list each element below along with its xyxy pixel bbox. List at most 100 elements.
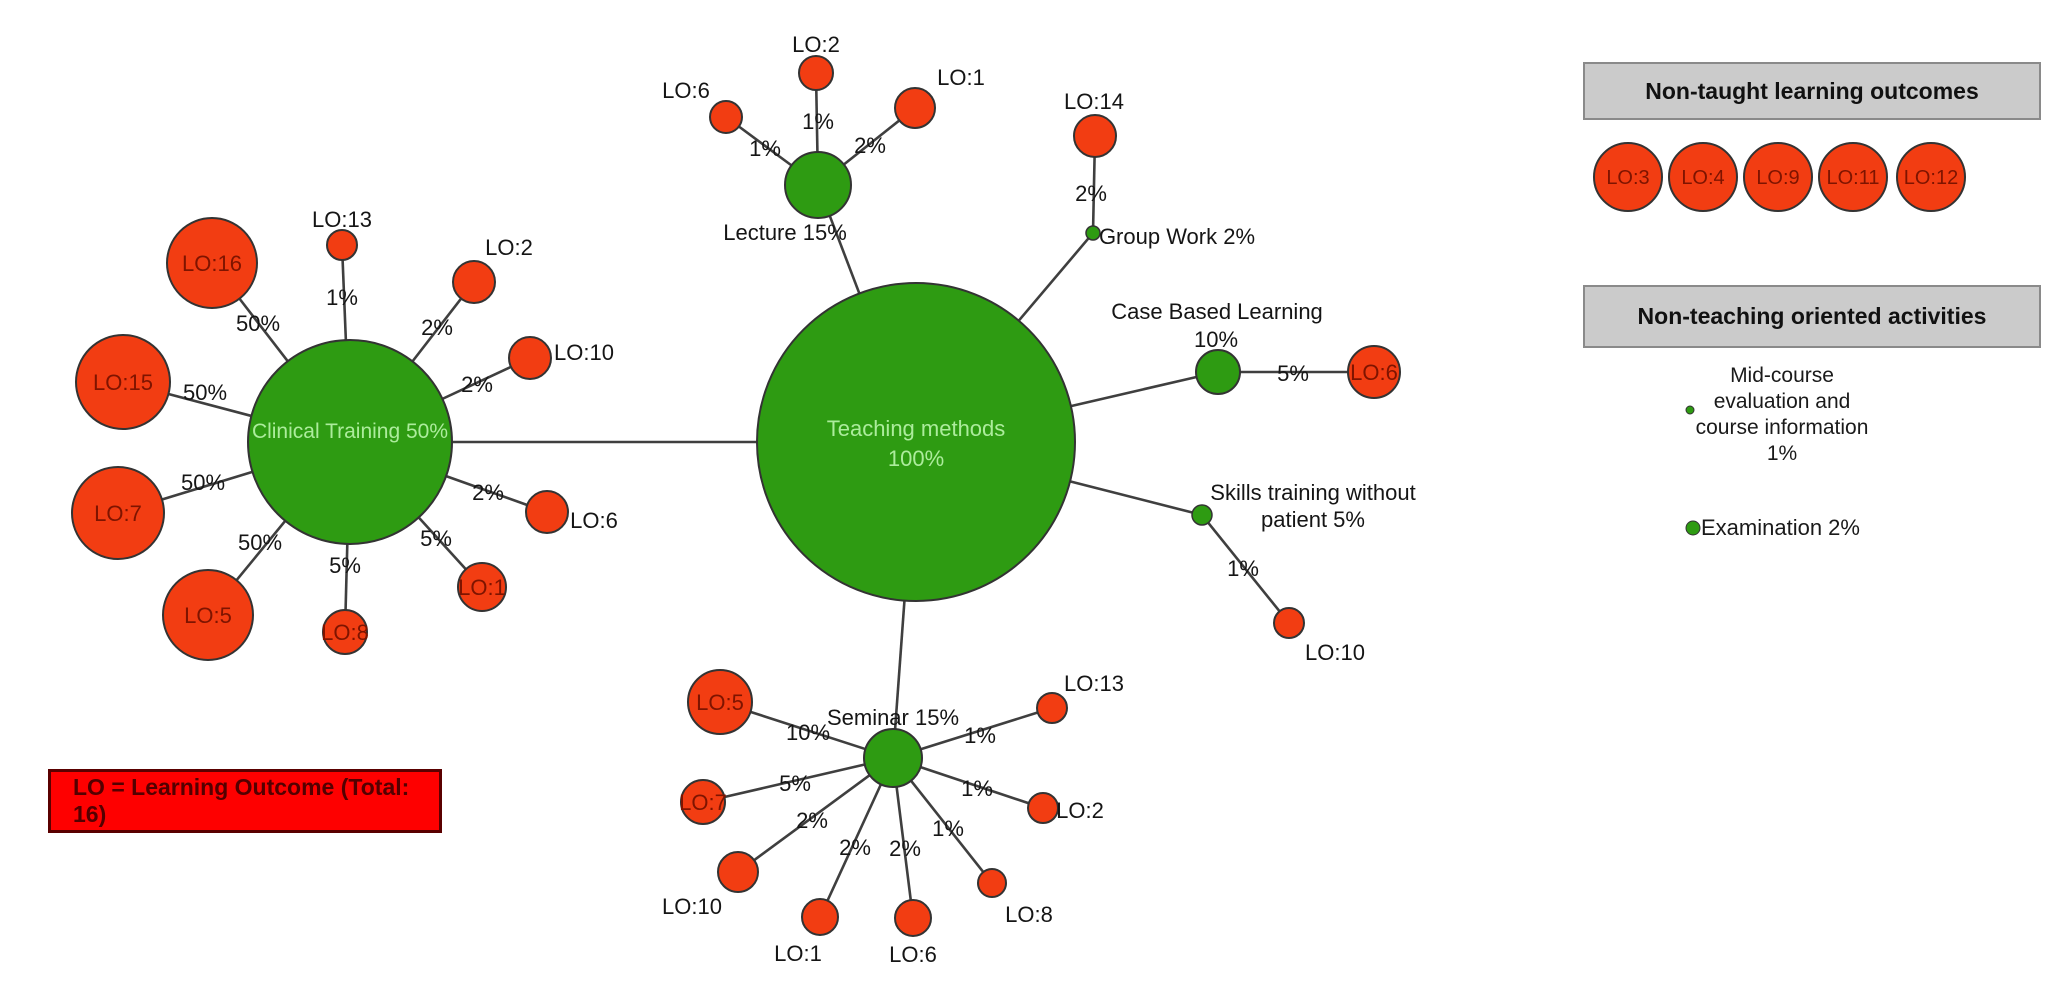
node-label-l6-0: LO:6 <box>662 78 710 103</box>
node-label-skills-0: Skills training without <box>1210 480 1415 505</box>
edge-clinical-c10 <box>441 365 512 401</box>
node-label-m8-0: LO:8 <box>1005 902 1053 927</box>
node-b6 <box>1347 345 1401 399</box>
edge-label-clinical-c15: 50% <box>183 380 227 405</box>
node-m1 <box>801 898 839 936</box>
node-label-k10-0: LO:10 <box>1305 640 1365 665</box>
edge-label-cbl-b6: 5% <box>1277 361 1309 386</box>
legend-non-teaching-title: Non-teaching oriented activities <box>1637 303 1987 329</box>
node-label-cbl-1: 10% <box>1194 327 1238 352</box>
node-label-m6-0: LO:6 <box>889 942 937 967</box>
edge-label-clinical-c10: 2% <box>461 372 493 397</box>
node-m10 <box>717 851 759 893</box>
legend-outcome-circle-LO:11 <box>1818 142 1888 212</box>
node-label-l1-0: LO:1 <box>937 65 985 90</box>
edge-label-clinical-c1: 5% <box>420 526 452 551</box>
edge-label-seminar-m6: 2% <box>889 836 921 861</box>
legend-outcome-circle-LO:12 <box>1896 142 1966 212</box>
node-label-c8-0: LO:8 <box>321 620 369 645</box>
edge-teaching-groupwork <box>1017 237 1090 322</box>
node-l6 <box>709 100 743 134</box>
node-label-c15-0: LO:15 <box>93 370 153 395</box>
node-l14 <box>1073 114 1117 158</box>
node-label-c13-0: LO:13 <box>312 207 372 232</box>
node-skills <box>1191 504 1213 526</box>
node-c2 <box>452 260 496 304</box>
legend-non-teaching-box: Non-teaching oriented activities <box>1583 285 2041 348</box>
edge-l14-groupwork <box>1091 156 1096 227</box>
node-label-c10-0: LO:10 <box>554 340 614 365</box>
edge-clinical-c5 <box>235 520 287 582</box>
node-label-l14-0: LO:14 <box>1064 89 1124 114</box>
edge-label-clinical-c8: 5% <box>329 553 361 578</box>
edge-label-clinical-c6: 2% <box>472 480 504 505</box>
edge-seminar-m1 <box>826 783 883 902</box>
node-seminar <box>863 728 923 788</box>
edge-lecture-l1 <box>843 119 901 166</box>
node-l2 <box>798 55 834 91</box>
edge-clinical-c15 <box>168 392 252 418</box>
edge-teaching-lecture <box>828 215 861 294</box>
node-label-c6-0: LO:6 <box>570 508 618 533</box>
node-teaching <box>756 282 1076 602</box>
legend-outcome-circle-LO:3 <box>1593 142 1663 212</box>
node-c5 <box>162 569 254 661</box>
node-label-m7-0: LO:7 <box>679 790 727 815</box>
lo-definition-note: LO = Learning Outcome (Total: 16) <box>48 769 442 833</box>
node-label-m13-0: LO:13 <box>1064 671 1124 696</box>
edge-teaching-cbl <box>1070 375 1197 408</box>
node-label-lecture-0: Lecture 15% <box>723 220 847 245</box>
node-label-c2-0: LO:2 <box>485 235 533 260</box>
node-label-teaching-0: Teaching methods <box>827 416 1006 441</box>
legend-non-taught-title: Non-taught learning outcomes <box>1645 77 1979 104</box>
node-label-cbl-0: Case Based Learning <box>1111 299 1323 324</box>
edge-clinical-c2 <box>411 297 463 363</box>
edge-label-lecture-l2: 1% <box>802 109 834 134</box>
edge-label-skills-k10: 1% <box>1227 556 1259 581</box>
node-c10 <box>508 336 552 380</box>
node-label-groupwork-0: Group Work 2% <box>1099 224 1255 249</box>
examination-label: Examination 2% <box>1701 515 1860 540</box>
lo-definition-text: LO = Learning Outcome (Total: 16) <box>73 774 410 827</box>
node-label-c7-0: LO:7 <box>94 501 142 526</box>
edge-label-seminar-m1: 2% <box>839 835 871 860</box>
edge-label-seminar-m10: 2% <box>796 808 828 833</box>
node-c8 <box>322 609 368 655</box>
edge-label-seminar-m5: 10% <box>786 720 830 745</box>
legend-non-taught-box: Non-taught learning outcomes <box>1583 62 2041 120</box>
node-l1 <box>894 87 936 129</box>
edge-seminar-m7 <box>724 763 866 799</box>
node-label-m2-0: LO:2 <box>1056 798 1104 823</box>
node-c1 <box>457 562 507 612</box>
edge-label-clinical-c16: 50% <box>236 311 280 336</box>
node-c16 <box>166 217 258 309</box>
edge-label-clinical-c5: 50% <box>238 530 282 555</box>
examination-dot <box>1685 520 1701 536</box>
edge-clinical-c16 <box>238 297 289 363</box>
node-c13 <box>326 229 358 261</box>
node-groupwork <box>1085 225 1101 241</box>
midcourse-line-3: course information <box>1695 416 1869 439</box>
edge-seminar-m5 <box>750 710 866 751</box>
edge-skills-k10 <box>1207 521 1281 613</box>
legend-outcome-circle-LO:4 <box>1668 142 1738 212</box>
edge-seminar-m6 <box>895 786 913 901</box>
edge-clinical-c7 <box>161 470 253 501</box>
node-label-c5-0: LO:5 <box>184 603 232 628</box>
edge-teaching-seminar <box>893 600 906 730</box>
legend-outcome-label-LO:3: LO:3 <box>1606 167 1649 189</box>
node-label-c1-0: LO:1 <box>458 575 506 600</box>
node-label-m5-0: LO:5 <box>696 690 744 715</box>
edge-clinical-c6 <box>445 474 528 507</box>
node-label-m1-0: LO:1 <box>774 941 822 966</box>
edge-label-seminar-m7: 5% <box>779 771 811 796</box>
node-c15 <box>75 334 171 430</box>
node-label-b6-0: LO:6 <box>1350 360 1398 385</box>
edge-clinical-c8 <box>344 543 349 611</box>
node-label-l2-0: LO:2 <box>792 32 840 57</box>
edge-seminar-m2 <box>920 765 1030 805</box>
node-clinical <box>247 339 453 545</box>
node-label-skills-1: patient 5% <box>1261 507 1365 532</box>
legend-outcome-label-LO:4: LO:4 <box>1681 167 1724 189</box>
